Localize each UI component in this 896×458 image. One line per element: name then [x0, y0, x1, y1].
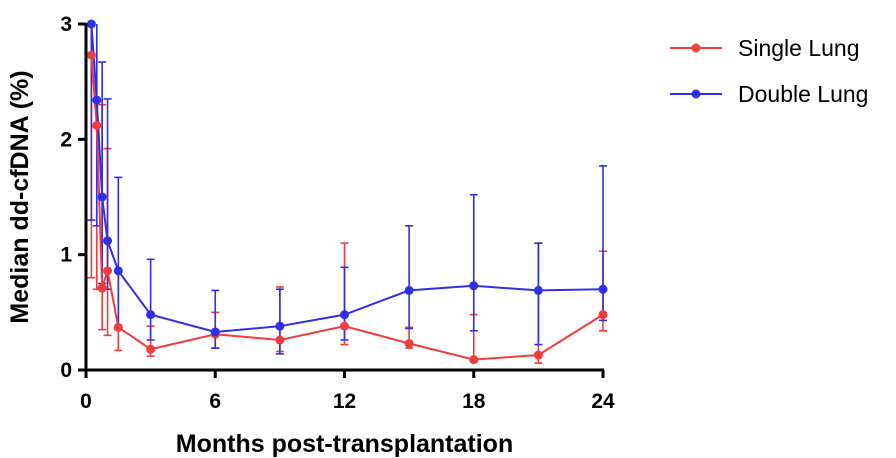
x-axis-title: Months post-transplantation — [176, 430, 513, 458]
y-axis-ticks: 0 1 2 3 — [60, 13, 86, 382]
data-point-single-lung — [275, 335, 285, 345]
data-markers — [86, 19, 608, 365]
data-point-double-lung — [275, 321, 285, 331]
y-tick-label: 0 — [60, 359, 72, 382]
legend-label: Single Lung — [738, 35, 860, 61]
x-tick-label: 0 — [80, 390, 92, 413]
legend: Single Lung Double Lung — [670, 35, 868, 107]
y-tick-label: 3 — [60, 13, 72, 36]
data-point-single-lung — [103, 266, 113, 276]
data-point-double-lung — [86, 19, 96, 29]
legend-swatch-marker — [691, 89, 701, 99]
data-point-double-lung — [469, 281, 479, 291]
x-tick-label: 18 — [462, 390, 486, 413]
series-line-double-lung — [90, 23, 604, 333]
data-point-double-lung — [210, 327, 220, 337]
data-point-double-lung — [340, 310, 349, 320]
y-tick-label: 1 — [60, 244, 72, 267]
series-lines — [90, 23, 604, 361]
legend-label: Double Lung — [738, 81, 868, 107]
data-point-single-lung — [404, 338, 414, 348]
data-point-single-lung — [469, 355, 479, 365]
data-point-single-lung — [86, 50, 96, 60]
legend-item-double-lung[interactable]: Double Lung — [670, 81, 868, 107]
data-point-single-lung — [598, 310, 608, 320]
data-point-double-lung — [97, 192, 107, 202]
data-point-double-lung — [146, 310, 156, 320]
data-point-double-lung — [113, 266, 123, 276]
data-point-single-lung — [533, 350, 543, 360]
legend-swatch-marker — [691, 43, 701, 53]
x-tick-label: 24 — [591, 390, 615, 413]
data-point-single-lung — [340, 321, 349, 331]
plot-area — [86, 19, 608, 365]
x-tick-label: 6 — [209, 390, 221, 413]
data-point-single-lung — [113, 322, 123, 332]
x-axis-ticks: 0 6 12 18 24 — [80, 370, 615, 413]
data-point-single-lung — [92, 120, 102, 130]
data-point-double-lung — [598, 284, 608, 294]
x-tick-label: 12 — [333, 390, 356, 413]
data-point-double-lung — [103, 236, 113, 246]
y-axis-title: Median dd-cfDNA (%) — [6, 70, 34, 323]
data-point-single-lung — [97, 283, 107, 293]
data-point-double-lung — [404, 285, 414, 295]
legend-item-single-lung[interactable]: Single Lung — [670, 35, 860, 61]
data-point-double-lung — [92, 95, 102, 105]
data-point-double-lung — [533, 285, 543, 295]
y-tick-label: 2 — [60, 128, 72, 151]
data-point-single-lung — [146, 344, 156, 354]
